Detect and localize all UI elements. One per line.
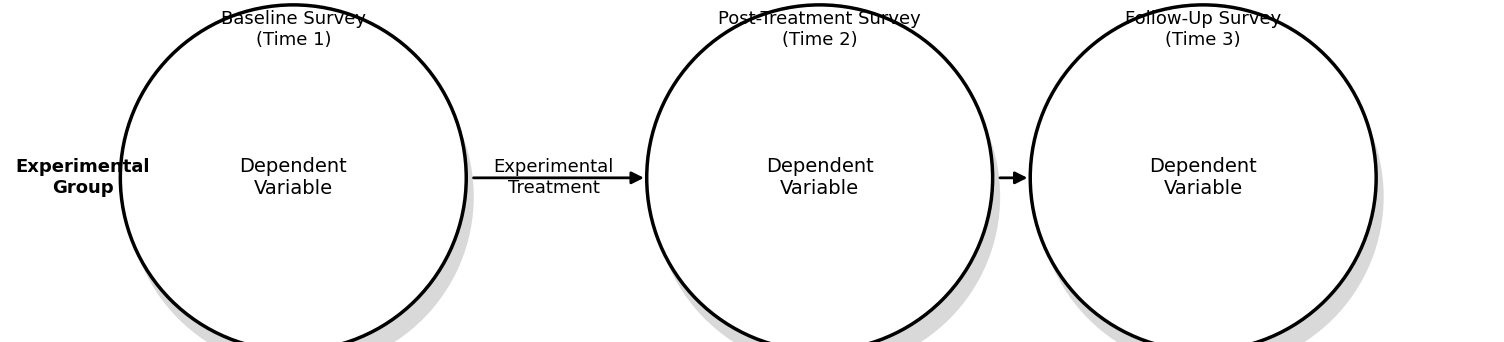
Ellipse shape xyxy=(1038,24,1384,342)
Ellipse shape xyxy=(120,5,466,342)
Ellipse shape xyxy=(1030,5,1376,342)
Text: Follow-Up Survey
(Time 3): Follow-Up Survey (Time 3) xyxy=(1125,10,1281,49)
Text: Baseline Survey
(Time 1): Baseline Survey (Time 1) xyxy=(221,10,365,49)
Text: Experimental
Treatment: Experimental Treatment xyxy=(493,158,614,197)
Text: Dependent
Variable: Dependent Variable xyxy=(766,157,874,198)
Text: Dependent
Variable: Dependent Variable xyxy=(239,157,347,198)
Text: Post-Treatment Survey
(Time 2): Post-Treatment Survey (Time 2) xyxy=(719,10,920,49)
Ellipse shape xyxy=(128,24,474,342)
Text: Experimental
Group: Experimental Group xyxy=(15,158,150,197)
Ellipse shape xyxy=(654,24,1000,342)
Text: Dependent
Variable: Dependent Variable xyxy=(1149,157,1257,198)
Ellipse shape xyxy=(647,5,993,342)
